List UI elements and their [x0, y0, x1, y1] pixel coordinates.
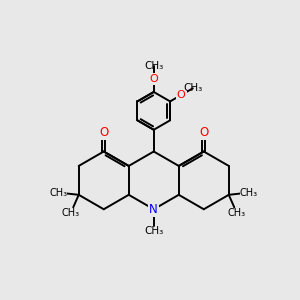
Text: O: O — [199, 126, 208, 139]
Text: CH₃: CH₃ — [183, 83, 202, 93]
Text: CH₃: CH₃ — [144, 226, 164, 236]
Text: CH₃: CH₃ — [239, 188, 257, 198]
Text: O: O — [177, 90, 185, 100]
Text: O: O — [149, 74, 158, 84]
Text: CH₃: CH₃ — [62, 208, 80, 218]
Text: N: N — [149, 203, 158, 216]
Text: CH₃: CH₃ — [50, 188, 68, 198]
Text: CH₃: CH₃ — [228, 208, 246, 218]
Text: O: O — [99, 126, 108, 139]
Text: CH₃: CH₃ — [144, 61, 164, 71]
